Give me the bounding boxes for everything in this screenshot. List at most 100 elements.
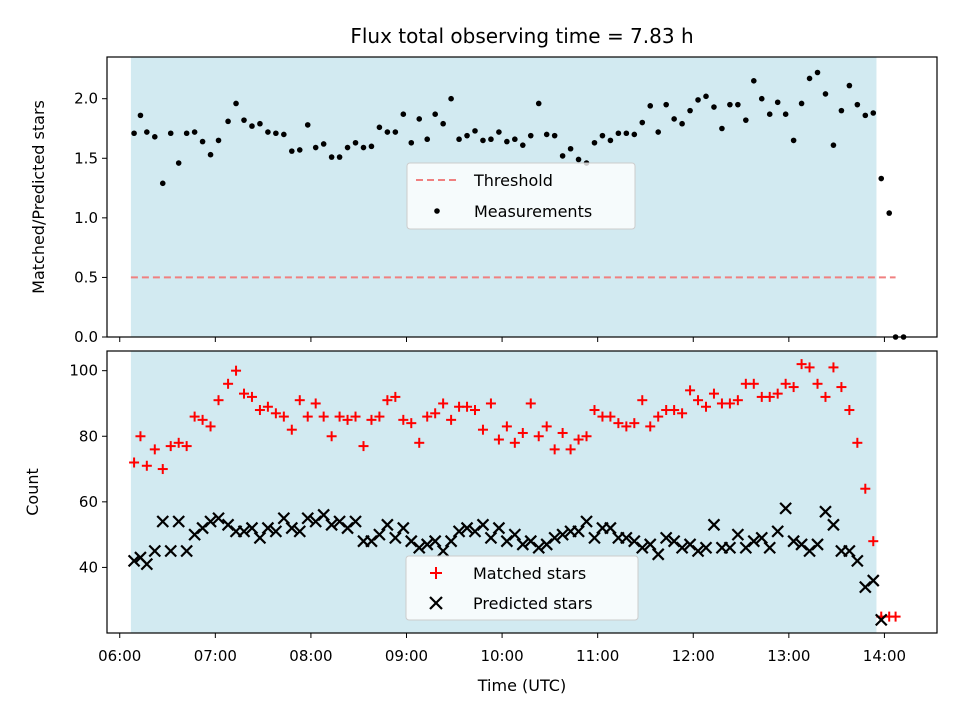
predicted-star-point [476,518,490,532]
predicted-star-point [460,521,474,535]
predicted-star-point [212,511,225,525]
matched-star-point [517,427,528,438]
legend-measurements-swatch [434,208,440,214]
matched-star-point [477,424,488,435]
matched-star-point [637,395,648,406]
predicted-star-point [811,538,824,551]
measurement-point [512,136,518,143]
measurement-point [774,99,781,106]
measurement-point [790,137,797,144]
measurement-point [440,120,446,127]
measurement-point [575,156,582,163]
measurement-point [488,136,494,143]
matched-star-point [231,365,242,376]
matched-star-point [708,388,719,399]
top-y-tick-label: 0.5 [74,268,98,286]
measurement-point [559,153,566,159]
matched-star-point [589,405,600,416]
matched-star-point [135,431,146,442]
measurement-point [655,129,662,135]
matched-star-point [549,444,560,455]
predicted-star-point [516,538,530,551]
measurement-point [607,137,614,144]
measurement-point [886,210,893,216]
predicted-star-point [156,515,170,528]
measurement-point [384,129,391,135]
bottom-y-tick-label: 100 [69,362,98,380]
matched-star-point [254,405,265,416]
chart-title: Flux total observing time = 7.83 h [350,24,693,48]
matched-star-point [613,418,624,429]
measurement-point [679,120,685,127]
measurement-point [432,111,438,117]
measurement-point [233,100,239,107]
predicted-star-point [851,554,864,568]
predicted-star-point [707,518,721,532]
measurement-point [758,95,765,102]
measurement-point [175,160,182,166]
matched-star-point [422,411,433,422]
predicted-star-point [301,511,315,525]
matched-star-point [732,395,743,406]
matched-star-point [605,411,616,422]
measurement-point [416,116,423,122]
predicted-star-point [253,531,267,545]
measurement-point [225,118,231,125]
matched-star-point [836,382,847,393]
measurement-point [527,132,534,139]
top-y-axis-label: Matched/Predicted stars [29,100,48,294]
predicted-star-point [293,525,307,538]
measurement-point [368,143,375,150]
bottom-y-axis-label: Count [23,468,42,516]
measurement-point [735,101,741,108]
top-y-tick-label: 0.0 [74,328,98,346]
matched-star-point [573,434,584,445]
predicted-star-point [620,531,633,545]
matched-star-point [223,378,234,389]
predicted-star-point [755,531,769,545]
predicted-star-point [651,548,665,561]
predicted-star-point [245,521,259,535]
legend-matched-label: Matched stars [473,564,586,583]
matched-star-point [270,408,281,419]
measurement-point [151,134,158,140]
measurement-point [265,129,271,135]
measurement-point [846,82,853,89]
matched-star-point [852,437,863,448]
measurement-point [647,103,654,109]
x-tick-label: 09:00 [385,647,428,665]
x-tick-label: 10:00 [480,647,523,665]
matched-star-point [189,411,200,422]
predicted-star-point [172,515,185,528]
measurement-point [480,137,486,144]
matched-star-point [493,434,504,445]
predicted-star-point [675,541,689,555]
measurement-point [424,136,431,143]
measurement-point [448,95,454,102]
measurement-point [207,151,214,158]
measurement-point [806,75,813,82]
matched-star-point [294,395,305,406]
predicted-star-point [148,544,162,558]
matched-star-point [165,441,176,452]
matched-star-point [302,411,313,422]
measurement-point [167,130,174,137]
measurement-point [137,112,144,119]
x-tick-label: 07:00 [194,647,237,665]
matched-star-point [525,398,536,409]
predicted-star-point [819,505,832,518]
matched-star-point [677,408,688,419]
top-panel: 0.00.51.01.52.0 Matched/Predicted stars … [29,56,938,346]
predicted-star-point [389,531,402,545]
measurement-point [288,148,295,154]
bottom-legend: Matched stars Predicted stars [405,555,639,621]
predicted-star-point [787,534,800,548]
matched-star-point [149,444,160,455]
measurement-point [695,97,701,103]
predicted-star-point [548,531,561,545]
matched-star-point [262,401,273,412]
matched-star-point [470,405,481,416]
predicted-star-point [349,515,362,528]
predicted-star-point [452,525,466,538]
matched-star-point [374,411,385,422]
